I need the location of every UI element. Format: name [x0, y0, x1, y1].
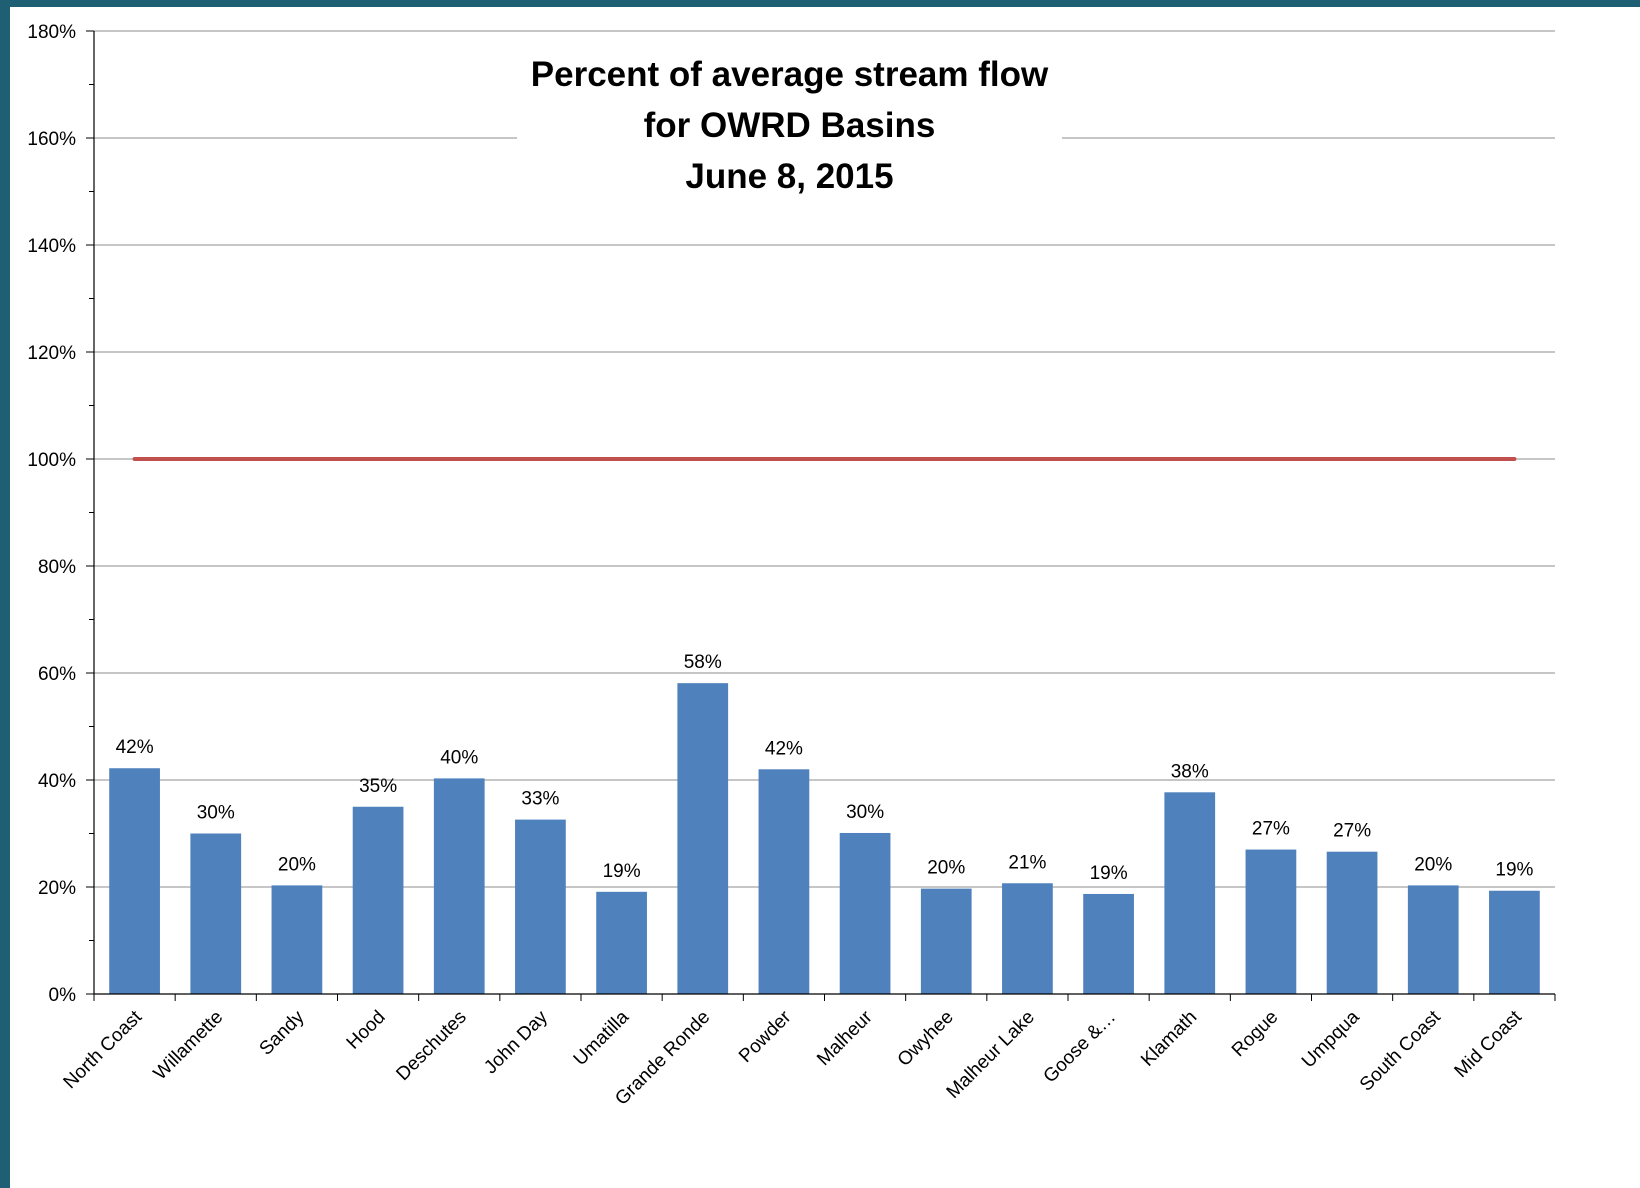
bar-16 [1407, 885, 1459, 994]
data-label-16: 20% [1414, 854, 1452, 875]
category-label-4: Deschutes [392, 1007, 470, 1085]
data-label-14: 27% [1252, 819, 1290, 840]
category-label-13: Klamath [1137, 1007, 1201, 1071]
data-labels: 42% 30% 20% 35% 40% 33% 19% 58% 42% 30% 20% 21% 19% 3… [116, 652, 1534, 884]
y-tick-label: 60% [38, 664, 76, 685]
category-label-0: North Coast [60, 1006, 147, 1093]
data-label-8: 42% [765, 738, 803, 759]
bar-6 [596, 891, 647, 994]
y-tick-label: 100% [27, 450, 76, 471]
bar-2 [271, 885, 323, 994]
data-label-17: 19% [1495, 860, 1533, 881]
bar-5 [515, 819, 566, 994]
y-tick-label: 80% [38, 557, 76, 578]
bar-13 [1164, 792, 1216, 994]
category-label-15: Umpqua [1298, 1006, 1364, 1072]
bar-14 [1245, 849, 1297, 994]
chart-frame: 0% 20% 40% 60% 80% 100% 120% 140% 160% 180% North … [10, 7, 1640, 1188]
category-label-9: Malheur [813, 1006, 877, 1070]
data-label-6: 19% [603, 861, 641, 882]
y-tick-label: 120% [27, 343, 76, 364]
bar-17 [1489, 890, 1540, 994]
data-label-0: 42% [116, 737, 154, 758]
category-label-14: Rogue [1228, 1007, 1282, 1061]
data-label-9: 30% [846, 802, 884, 823]
y-tick-label: 40% [38, 771, 76, 792]
category-label-1: Willamette [150, 1007, 228, 1085]
data-label-4: 40% [440, 747, 478, 768]
y-tick-label: 0% [49, 985, 77, 1006]
category-label-10: Owyhee [894, 1007, 958, 1071]
data-label-2: 20% [278, 854, 316, 875]
data-label-5: 33% [521, 789, 559, 810]
category-label-17: Mid Coast [1451, 1006, 1527, 1082]
bar-15 [1326, 851, 1378, 994]
data-label-11: 21% [1008, 852, 1046, 873]
bar-7 [677, 683, 729, 994]
bar-4 [433, 778, 485, 994]
y-tick-label: 160% [27, 129, 76, 150]
bar-8 [758, 769, 810, 994]
y-tick-label: 140% [27, 236, 76, 257]
chart-title-line-2: June 8, 2015 [685, 157, 893, 196]
bar-11 [1002, 883, 1053, 994]
chart-title-line-0: Percent of average stream flow [531, 55, 1049, 94]
y-tick-label: 20% [38, 878, 76, 899]
category-label-8: Powder [735, 1006, 796, 1067]
bar-0 [109, 768, 160, 994]
category-label-2: Sandy [256, 1006, 309, 1059]
bar-chart: 0% 20% 40% 60% 80% 100% 120% 140% 160% 180% North … [27, 22, 1556, 1110]
category-label-3: Hood [343, 1007, 390, 1054]
data-label-10: 20% [927, 858, 965, 879]
bar-10 [920, 888, 972, 994]
bar-9 [839, 832, 891, 994]
bar-1 [190, 833, 242, 994]
data-label-12: 19% [1090, 863, 1128, 884]
category-label-6: Umatilla [570, 1006, 634, 1070]
data-label-7: 58% [684, 652, 722, 673]
bar-12 [1083, 893, 1134, 994]
data-label-13: 38% [1171, 761, 1209, 782]
data-label-15: 27% [1333, 821, 1371, 842]
category-label-12: Goose &… [1040, 1007, 1121, 1088]
bar-3 [352, 806, 404, 994]
data-label-3: 35% [359, 776, 397, 797]
chart-title-line-1: for OWRD Basins [644, 106, 936, 145]
data-label-1: 30% [197, 803, 235, 824]
category-label-5: John Day [480, 1006, 552, 1078]
chart-title: Percent of average stream flow for OWRD B… [531, 55, 1049, 196]
category-label-16: South Coast [1356, 1006, 1445, 1095]
y-tick-label: 180% [27, 22, 76, 43]
bars [109, 683, 1540, 994]
